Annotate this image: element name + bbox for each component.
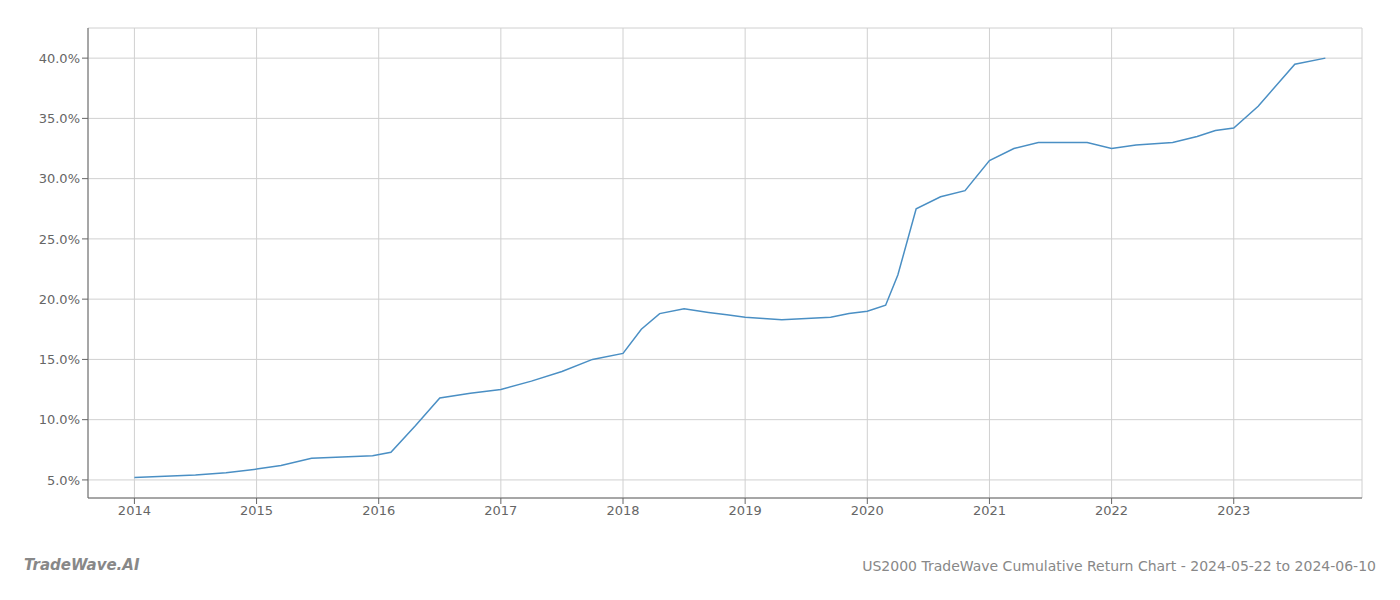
svg-text:2022: 2022	[1095, 503, 1128, 518]
html-text:TradeWave.AI: TradeWave.AI	[24, 556, 140, 574]
svg-text:5.0%: 5.0%	[47, 473, 80, 488]
svg-text:2014: 2014	[118, 503, 151, 518]
svg-text:2020: 2020	[851, 503, 884, 518]
svg-text:2023: 2023	[1217, 503, 1250, 518]
svg-text:30.0%: 30.0%	[39, 171, 80, 186]
svg-text:10.0%: 10.0%	[39, 412, 80, 427]
svg-text:2018: 2018	[606, 503, 639, 518]
svg-text:2015: 2015	[240, 503, 273, 518]
html-text:US2000 TradeWave Cumulative Re: US2000 TradeWave Cumulative Return Chart…	[862, 558, 1376, 574]
svg-text:2019: 2019	[729, 503, 762, 518]
svg-text:2016: 2016	[362, 503, 395, 518]
svg-text:2021: 2021	[973, 503, 1006, 518]
svg-text:20.0%: 20.0%	[39, 292, 80, 307]
svg-text:2017: 2017	[484, 503, 517, 518]
svg-text:25.0%: 25.0%	[39, 232, 80, 247]
svg-text:35.0%: 35.0%	[39, 111, 80, 126]
svg-text:40.0%: 40.0%	[39, 51, 80, 66]
svg-text:15.0%: 15.0%	[39, 352, 80, 367]
